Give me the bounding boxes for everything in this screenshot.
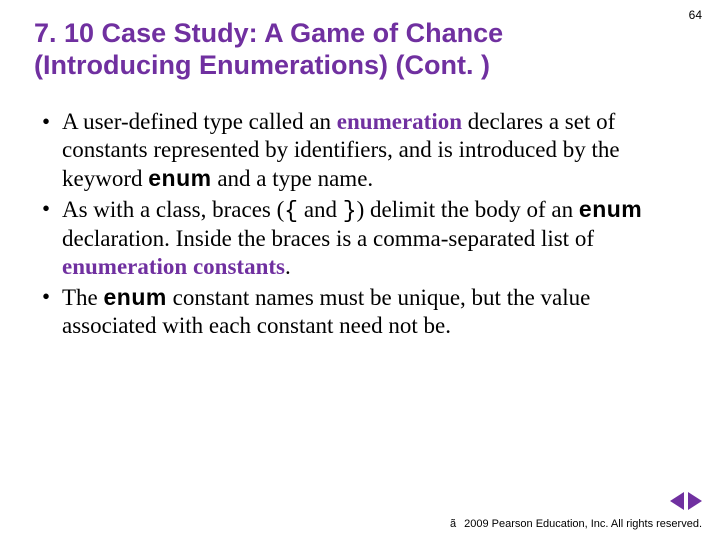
body-text: ) delimit the body of an	[357, 197, 579, 222]
term-text: enumeration	[337, 109, 462, 134]
copyright-symbol: ã	[450, 518, 456, 530]
prev-arrow-icon[interactable]	[670, 492, 684, 510]
slide-title: 7. 10 Case Study: A Game of Chance (Intr…	[34, 18, 594, 82]
mono-text: }	[343, 198, 357, 224]
body-text: and a type name.	[212, 166, 374, 191]
body-text: .	[285, 254, 291, 279]
kw-text: enum	[579, 196, 642, 222]
kw-text: enum	[104, 284, 167, 310]
kw-text: enum	[148, 165, 211, 191]
body-text: and	[298, 197, 343, 222]
bullet-item: The enum constant names must be unique, …	[40, 283, 686, 340]
body-text: As with a class, braces (	[62, 197, 284, 222]
body-text: A user-defined type called an	[62, 109, 337, 134]
mono-text: {	[284, 198, 298, 224]
footer: ã 2009 Pearson Education, Inc. All right…	[450, 518, 702, 530]
page-number: 64	[689, 8, 702, 22]
slide: 64 7. 10 Case Study: A Game of Chance (I…	[0, 0, 720, 540]
body-text: The	[62, 285, 104, 310]
next-arrow-icon[interactable]	[688, 492, 702, 510]
term-text: enumeration constants	[62, 254, 285, 279]
footer-text: 2009 Pearson Education, Inc. All rights …	[464, 518, 702, 530]
bullet-item: As with a class, braces ({ and }) delimi…	[40, 195, 686, 281]
bullet-item: A user-defined type called an enumeratio…	[40, 108, 686, 193]
bullet-list: A user-defined type called an enumeratio…	[34, 108, 686, 340]
body-text: declaration. Inside the braces is a comm…	[62, 226, 594, 251]
nav-arrows	[670, 492, 702, 510]
